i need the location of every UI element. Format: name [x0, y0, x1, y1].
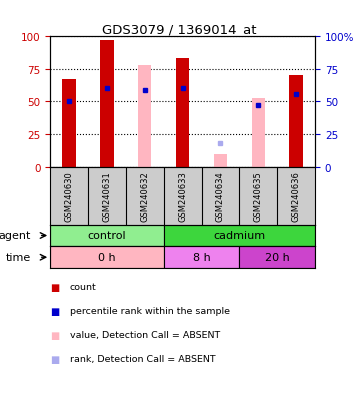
Text: GDS3079 / 1369014_at: GDS3079 / 1369014_at [102, 23, 256, 36]
Text: cadmium: cadmium [213, 231, 265, 241]
Bar [50, 225, 164, 247]
Bar [240, 247, 315, 268]
Text: count: count [70, 282, 97, 292]
Text: time: time [6, 253, 31, 263]
Bar [252, 98, 265, 167]
Text: rank, Detection Call = ABSENT: rank, Detection Call = ABSENT [70, 354, 216, 363]
Bar [290, 76, 303, 167]
Text: 8 h: 8 h [193, 253, 211, 263]
Bar [62, 80, 76, 167]
Text: GSM240632: GSM240632 [140, 171, 149, 221]
Text: ■: ■ [50, 306, 59, 316]
Text: ■: ■ [50, 282, 59, 292]
Bar [214, 154, 227, 167]
Text: ■: ■ [50, 330, 59, 340]
Text: GSM240630: GSM240630 [64, 171, 73, 221]
Text: GSM240635: GSM240635 [254, 171, 263, 221]
Text: 0 h: 0 h [98, 253, 116, 263]
Text: GSM240633: GSM240633 [178, 171, 187, 221]
Bar [138, 66, 151, 167]
Text: percentile rank within the sample: percentile rank within the sample [70, 306, 230, 316]
Text: value, Detection Call = ABSENT: value, Detection Call = ABSENT [70, 330, 220, 339]
Bar [100, 41, 113, 167]
Bar [50, 247, 164, 268]
Text: 20 h: 20 h [265, 253, 290, 263]
Text: ■: ■ [50, 354, 59, 364]
Bar [176, 59, 189, 167]
Bar [164, 225, 315, 247]
Text: GSM240634: GSM240634 [216, 171, 225, 221]
Text: GSM240631: GSM240631 [102, 171, 111, 221]
Bar [164, 247, 240, 268]
Text: control: control [88, 231, 126, 241]
Text: GSM240636: GSM240636 [292, 171, 301, 221]
Text: agent: agent [0, 231, 31, 241]
